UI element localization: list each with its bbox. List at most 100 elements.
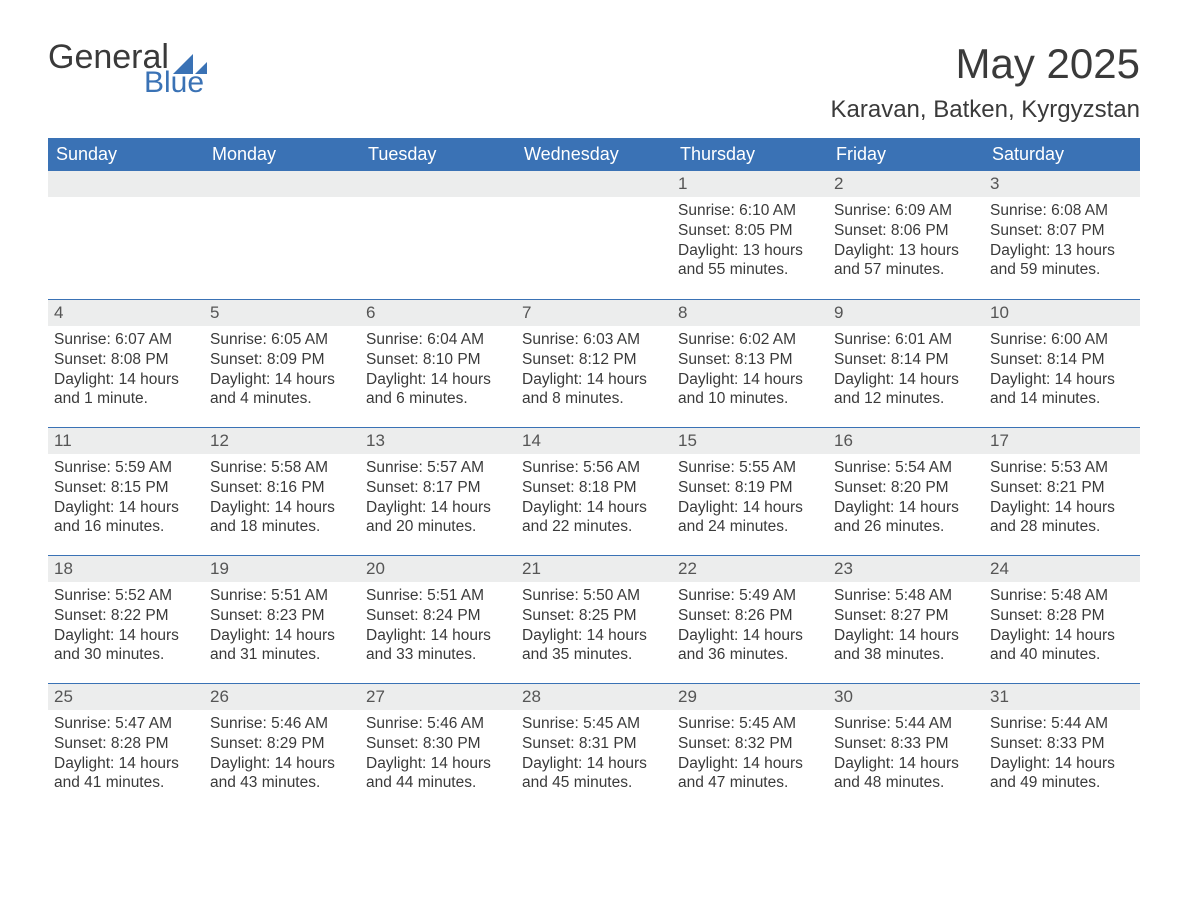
day-dl1: Daylight: 14 hours (990, 626, 1134, 646)
day-body: Sunrise: 6:03 AMSunset: 8:12 PMDaylight:… (516, 326, 672, 419)
day-sunset: Sunset: 8:33 PM (990, 734, 1134, 754)
day-dl1: Daylight: 14 hours (834, 626, 978, 646)
day-sunrise: Sunrise: 5:46 AM (210, 714, 354, 734)
day-cell (204, 171, 360, 299)
day-dl1: Daylight: 14 hours (678, 626, 822, 646)
day-body: Sunrise: 5:46 AMSunset: 8:29 PMDaylight:… (204, 710, 360, 803)
day-dl2: and 4 minutes. (210, 389, 354, 409)
header: General Blue May 2025 Karavan, Batken, K… (48, 40, 1140, 124)
day-sunrise: Sunrise: 5:46 AM (366, 714, 510, 734)
day-sunrise: Sunrise: 5:57 AM (366, 458, 510, 478)
day-dl1: Daylight: 14 hours (990, 754, 1134, 774)
day-cell: 15 Sunrise: 5:55 AMSunset: 8:19 PMDayligh… (672, 428, 828, 555)
day-sunrise: Sunrise: 5:48 AM (834, 586, 978, 606)
day-body: Sunrise: 5:51 AMSunset: 8:23 PMDaylight:… (204, 582, 360, 675)
day-number: 8 (672, 300, 828, 326)
day-cell: 4Sunrise: 6:07 AMSunset: 8:08 PMDaylight… (48, 300, 204, 427)
day-dl2: and 16 minutes. (54, 517, 198, 537)
day-number: 9 (828, 300, 984, 326)
day-sunset: Sunset: 8:27 PM (834, 606, 978, 626)
day-sunrise: Sunrise: 5:52 AM (54, 586, 198, 606)
day-number (48, 171, 204, 197)
day-cell: 8Sunrise: 6:02 AMSunset: 8:13 PMDaylight… (672, 300, 828, 427)
day-dl2: and 36 minutes. (678, 645, 822, 665)
day-body: Sunrise: 5:54 AMSunset: 8:20 PMDaylight:… (828, 454, 984, 547)
day-sunset: Sunset: 8:16 PM (210, 478, 354, 498)
week-row: 18Sunrise: 5:52 AMSunset: 8:22 PMDayligh… (48, 555, 1140, 683)
day-dl1: Daylight: 14 hours (678, 754, 822, 774)
dow-cell: Tuesday (360, 138, 516, 171)
day-number: 17 (984, 428, 1140, 454)
day-number: 22 (672, 556, 828, 582)
day-body: Sunrise: 6:00 AMSunset: 8:14 PMDaylight:… (984, 326, 1140, 419)
day-number: 29 (672, 684, 828, 710)
day-dl1: Daylight: 14 hours (210, 626, 354, 646)
day-dl2: and 49 minutes. (990, 773, 1134, 793)
day-dl2: and 30 minutes. (54, 645, 198, 665)
day-dl1: Daylight: 14 hours (834, 370, 978, 390)
day-cell: 27Sunrise: 5:46 AMSunset: 8:30 PMDayligh… (360, 684, 516, 811)
dow-cell: Monday (204, 138, 360, 171)
day-sunrise: Sunrise: 5:44 AM (834, 714, 978, 734)
day-sunrise: Sunrise: 6:10 AM (678, 201, 822, 221)
day-cell: 16Sunrise: 5:54 AMSunset: 8:20 PMDayligh… (828, 428, 984, 555)
day-body: Sunrise: 6:09 AMSunset: 8:06 PMDaylight:… (828, 197, 984, 290)
day-dl2: and 48 minutes. (834, 773, 978, 793)
day-sunrise: Sunrise: 5:55 AM (678, 458, 822, 478)
day-dl2: and 12 minutes. (834, 389, 978, 409)
day-sunset: Sunset: 8:30 PM (366, 734, 510, 754)
day-number: 31 (984, 684, 1140, 710)
dow-cell: Wednesday (516, 138, 672, 171)
day-number: 24 (984, 556, 1140, 582)
day-cell: 22Sunrise: 5:49 AMSunset: 8:26 PMDayligh… (672, 556, 828, 683)
day-dl1: Daylight: 14 hours (522, 626, 666, 646)
day-cell: 31Sunrise: 5:44 AMSunset: 8:33 PMDayligh… (984, 684, 1140, 811)
day-dl2: and 8 minutes. (522, 389, 666, 409)
day-body: Sunrise: 6:08 AMSunset: 8:07 PMDaylight:… (984, 197, 1140, 290)
day-dl2: and 1 minute. (54, 389, 198, 409)
day-dl1: Daylight: 14 hours (210, 754, 354, 774)
day-sunset: Sunset: 8:14 PM (990, 350, 1134, 370)
day-dl1: Daylight: 14 hours (54, 370, 198, 390)
day-body: Sunrise: 5:46 AMSunset: 8:30 PMDaylight:… (360, 710, 516, 803)
day-sunset: Sunset: 8:23 PM (210, 606, 354, 626)
day-dl1: Daylight: 14 hours (522, 754, 666, 774)
day-body: Sunrise: 6:04 AMSunset: 8:10 PMDaylight:… (360, 326, 516, 419)
day-sunrise: Sunrise: 5:51 AM (210, 586, 354, 606)
day-number: 1 (672, 171, 828, 197)
day-dl2: and 40 minutes. (990, 645, 1134, 665)
day-number (360, 171, 516, 197)
day-dl2: and 38 minutes. (834, 645, 978, 665)
day-number: 10 (984, 300, 1140, 326)
day-number: 20 (360, 556, 516, 582)
day-dl1: Daylight: 14 hours (678, 498, 822, 518)
day-sunrise: Sunrise: 5:45 AM (522, 714, 666, 734)
day-cell: 12Sunrise: 5:58 AMSunset: 8:16 PMDayligh… (204, 428, 360, 555)
day-sunrise: Sunrise: 6:09 AM (834, 201, 978, 221)
day-cell (360, 171, 516, 299)
day-sunset: Sunset: 8:19 PM (678, 478, 822, 498)
day-sunrise: Sunrise: 6:03 AM (522, 330, 666, 350)
day-body: Sunrise: 5:52 AMSunset: 8:22 PMDaylight:… (48, 582, 204, 675)
day-number: 30 (828, 684, 984, 710)
day-number: 12 (204, 428, 360, 454)
day-number (516, 171, 672, 197)
week-row: 25Sunrise: 5:47 AMSunset: 8:28 PMDayligh… (48, 683, 1140, 811)
day-sunrise: Sunrise: 5:56 AM (522, 458, 666, 478)
day-body: Sunrise: 5:56 AMSunset: 8:18 PMDaylight:… (516, 454, 672, 547)
day-body: Sunrise: 5:49 AMSunset: 8:26 PMDaylight:… (672, 582, 828, 675)
day-sunset: Sunset: 8:26 PM (678, 606, 822, 626)
day-sunrise: Sunrise: 5:47 AM (54, 714, 198, 734)
day-cell: 25Sunrise: 5:47 AMSunset: 8:28 PMDayligh… (48, 684, 204, 811)
day-dl1: Daylight: 14 hours (678, 370, 822, 390)
day-number: 3 (984, 171, 1140, 197)
day-sunset: Sunset: 8:24 PM (366, 606, 510, 626)
day-number: 15 (672, 428, 828, 454)
day-dl2: and 44 minutes. (366, 773, 510, 793)
day-dl2: and 55 minutes. (678, 260, 822, 280)
week-row: 4Sunrise: 6:07 AMSunset: 8:08 PMDaylight… (48, 299, 1140, 427)
day-cell: 14Sunrise: 5:56 AMSunset: 8:18 PMDayligh… (516, 428, 672, 555)
day-sunset: Sunset: 8:22 PM (54, 606, 198, 626)
day-sunset: Sunset: 8:21 PM (990, 478, 1134, 498)
day-sunrise: Sunrise: 5:53 AM (990, 458, 1134, 478)
